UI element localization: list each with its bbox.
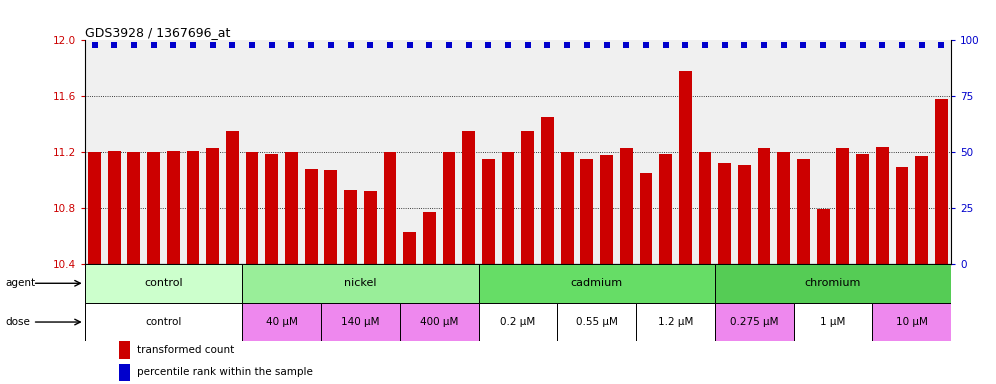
Bar — [639, 173, 652, 264]
Bar — [558, 303, 636, 341]
Bar — [285, 152, 298, 264]
Bar — [521, 131, 534, 264]
Text: cadmium: cadmium — [571, 278, 622, 288]
Text: control: control — [145, 317, 181, 327]
Bar — [321, 303, 399, 341]
Text: 0.55 μM: 0.55 μM — [576, 317, 618, 327]
Bar — [915, 156, 928, 264]
Bar — [659, 154, 672, 264]
Bar — [636, 303, 715, 341]
Text: agent: agent — [5, 278, 35, 288]
Bar — [758, 148, 771, 264]
Text: control: control — [144, 278, 182, 288]
Bar — [226, 131, 239, 264]
Bar — [715, 264, 951, 303]
Bar — [167, 151, 179, 264]
Text: 1.2 μM: 1.2 μM — [657, 317, 693, 327]
Text: nickel: nickel — [345, 278, 376, 288]
Bar — [817, 209, 830, 264]
Bar — [206, 148, 219, 264]
Text: 140 μM: 140 μM — [341, 317, 379, 327]
Text: 0.2 μM: 0.2 μM — [500, 317, 536, 327]
Bar — [482, 159, 495, 264]
Text: transformed count: transformed count — [136, 345, 234, 355]
Text: 400 μM: 400 μM — [420, 317, 458, 327]
Bar — [423, 212, 435, 264]
Bar — [120, 364, 129, 381]
Bar — [715, 303, 794, 341]
Text: 10 μM: 10 μM — [895, 317, 927, 327]
Bar — [620, 148, 632, 264]
Bar — [895, 167, 908, 264]
Bar — [718, 163, 731, 264]
Bar — [935, 99, 948, 264]
Bar — [541, 117, 554, 264]
Bar — [403, 232, 416, 264]
Bar — [305, 169, 318, 264]
Bar — [581, 159, 594, 264]
Bar — [147, 152, 160, 264]
Bar — [698, 152, 711, 264]
Bar — [325, 170, 338, 264]
Bar — [88, 152, 101, 264]
Bar — [462, 131, 475, 264]
Bar — [242, 264, 478, 303]
Bar — [442, 152, 455, 264]
Bar — [857, 154, 869, 264]
Bar — [364, 191, 376, 264]
Bar — [601, 155, 613, 264]
Bar — [837, 148, 850, 264]
Bar — [242, 303, 321, 341]
Bar — [383, 152, 396, 264]
Bar — [738, 165, 751, 264]
Bar — [127, 152, 140, 264]
Text: chromium: chromium — [805, 278, 862, 288]
Bar — [186, 151, 199, 264]
Bar — [794, 303, 872, 341]
Text: dose: dose — [5, 317, 30, 327]
Text: percentile rank within the sample: percentile rank within the sample — [136, 367, 313, 377]
Bar — [778, 152, 790, 264]
Bar — [797, 159, 810, 264]
Text: 1 μM: 1 μM — [821, 317, 846, 327]
Text: 40 μM: 40 μM — [266, 317, 298, 327]
Bar — [85, 264, 242, 303]
Bar — [872, 303, 951, 341]
Bar — [265, 154, 278, 264]
Bar — [246, 152, 258, 264]
Bar — [561, 152, 574, 264]
Bar — [679, 71, 691, 264]
Bar — [120, 341, 129, 359]
Text: 0.275 μM: 0.275 μM — [730, 317, 779, 327]
Text: GDS3928 / 1367696_at: GDS3928 / 1367696_at — [85, 26, 230, 39]
Bar — [478, 303, 558, 341]
Bar — [85, 303, 242, 341]
Bar — [345, 190, 357, 264]
Bar — [875, 147, 888, 264]
Bar — [502, 152, 515, 264]
Bar — [108, 151, 121, 264]
Bar — [399, 303, 478, 341]
Bar — [478, 264, 715, 303]
